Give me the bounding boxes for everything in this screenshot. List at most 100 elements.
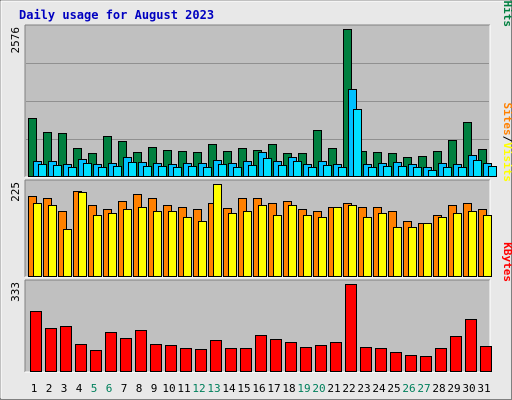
bar-pages-day-26 <box>413 167 422 177</box>
bar-pages-day-5 <box>98 167 107 177</box>
bar-visits-day-4 <box>78 192 87 277</box>
bar-kbytes-day-25 <box>390 352 402 372</box>
bar-pages-day-23 <box>368 167 377 177</box>
bar-visits-day-31 <box>483 215 492 277</box>
bar-pages-day-17 <box>278 165 287 177</box>
legend-visits-sites: Sites/Visits <box>501 103 512 183</box>
bar-kbytes-day-10 <box>165 345 177 372</box>
bar-pages-day-3 <box>68 167 77 177</box>
bar-kbytes-day-8 <box>135 330 147 372</box>
bar-pages-day-25 <box>398 166 407 177</box>
x-tick-label-day-14: 14 <box>222 382 236 395</box>
bar-visits-day-18 <box>288 205 297 277</box>
x-tick-label-day-10: 10 <box>162 382 175 395</box>
bar-pages-day-4 <box>83 163 92 177</box>
x-tick-label-day-3: 3 <box>61 382 68 395</box>
bar-visits-day-25 <box>393 227 402 277</box>
bar-visits-day-7 <box>123 209 132 277</box>
bar-pages-day-8 <box>143 166 152 177</box>
legend-item-visits: Visits <box>501 142 512 182</box>
bar-pages-day-9 <box>158 166 167 177</box>
bar-pages-day-27 <box>428 170 437 177</box>
y-axis-max-label: 225 <box>9 182 22 202</box>
bar-visits-day-20 <box>318 217 327 277</box>
panels-group: 2576Pages/Files/Hits225Sites/Visits333KB… <box>9 0 512 373</box>
bar-visits-day-30 <box>468 211 477 277</box>
bar-visits-day-1 <box>33 203 42 277</box>
legend-item-kbytes: KBytes <box>501 242 512 282</box>
x-tick-label-day-5: 5 <box>91 382 98 395</box>
bar-hits-day-1 <box>28 118 37 177</box>
bar-kbytes-day-1 <box>30 311 42 372</box>
bar-hits-day-21 <box>328 148 337 177</box>
bar-hits-day-27 <box>418 156 427 177</box>
bar-pages-day-1 <box>38 164 47 177</box>
bar-kbytes-day-3 <box>60 326 72 372</box>
x-tick-label-day-18: 18 <box>282 382 295 395</box>
bar-kbytes-day-4 <box>75 344 87 372</box>
bar-pages-day-10 <box>173 167 182 177</box>
bar-pages-day-18 <box>293 161 302 177</box>
bar-kbytes-day-20 <box>315 345 327 372</box>
bar-visits-day-13 <box>213 184 222 277</box>
x-tick-label-day-24: 24 <box>372 382 386 395</box>
bar-kbytes-day-2 <box>45 328 57 372</box>
bar-kbytes-day-24 <box>375 348 387 372</box>
bar-pages-day-7 <box>128 162 137 177</box>
bar-kbytes-day-19 <box>300 347 312 372</box>
x-tick-label-day-17: 17 <box>267 382 280 395</box>
bar-visits-day-16 <box>258 205 267 277</box>
x-tick-label-day-21: 21 <box>327 382 340 395</box>
legend-separator: / <box>501 136 512 143</box>
bar-kbytes-day-31 <box>480 346 492 372</box>
x-tick-label-day-8: 8 <box>136 382 143 395</box>
bar-pages-day-31 <box>488 166 497 177</box>
bar-hits-day-3 <box>58 133 67 177</box>
bar-visits-day-3 <box>63 229 72 277</box>
bar-kbytes-day-26 <box>405 355 417 372</box>
bar-visits-day-9 <box>153 211 162 277</box>
bar-pages-day-21 <box>338 167 347 177</box>
bar-kbytes-day-14 <box>225 348 237 372</box>
bar-kbytes-day-15 <box>240 348 252 372</box>
bar-visits-day-5 <box>93 215 102 277</box>
bar-visits-day-14 <box>228 213 237 277</box>
bar-hits-day-6 <box>103 136 112 177</box>
bar-kbytes-day-12 <box>195 349 207 372</box>
bar-kbytes-day-13 <box>210 340 222 372</box>
bar-kbytes-day-9 <box>150 344 162 372</box>
bar-pages-day-24 <box>383 166 392 177</box>
legend-separator: / <box>501 0 512 1</box>
x-tick-label-day-28: 28 <box>432 382 445 395</box>
bar-kbytes-day-11 <box>180 348 192 372</box>
bar-hits-day-29 <box>448 140 457 177</box>
bar-hits-day-20 <box>313 130 322 177</box>
x-tick-label-day-23: 23 <box>357 382 370 395</box>
x-tick-label-day-9: 9 <box>151 382 158 395</box>
bar-kbytes-day-5 <box>90 350 102 372</box>
legend-kbytes: KBytes <box>501 242 512 282</box>
x-tick-label-day-15: 15 <box>237 382 250 395</box>
bar-visits-day-26 <box>408 227 417 277</box>
bar-kbytes-day-27 <box>420 356 432 372</box>
bar-kbytes-day-7 <box>120 338 132 372</box>
x-tick-label-day-1: 1 <box>31 382 38 395</box>
x-tick-label-day-26: 26 <box>402 382 415 395</box>
bar-pages-day-13 <box>218 164 227 177</box>
chart-panel-visits-sites: 225 Sites/Visits <box>9 103 512 278</box>
y-axis-max-label: 2576 <box>9 27 22 54</box>
x-tick-labels: 1 2 3 4 5 6 7 8 9 10 11 12 13 14 15 16 17 18 19 20 21 22 23 24 2… <box>31 382 491 395</box>
bar-visits-day-8 <box>138 207 147 277</box>
x-tick-label-day-29: 29 <box>447 382 460 395</box>
bar-visits-day-29 <box>453 213 462 277</box>
bar-visits-day-12 <box>198 221 207 277</box>
bar-visits-day-24 <box>378 213 387 277</box>
x-tick-label-day-6: 6 <box>106 382 113 395</box>
x-tick-label-day-16: 16 <box>252 382 265 395</box>
bar-visits-day-17 <box>273 215 282 277</box>
legend-item-sites: Sites <box>501 103 512 136</box>
bar-hits-day-30 <box>463 122 472 177</box>
bar-visits-day-21 <box>333 207 342 277</box>
bar-kbytes-day-6 <box>105 332 117 372</box>
bar-kbytes-day-17 <box>270 339 282 372</box>
